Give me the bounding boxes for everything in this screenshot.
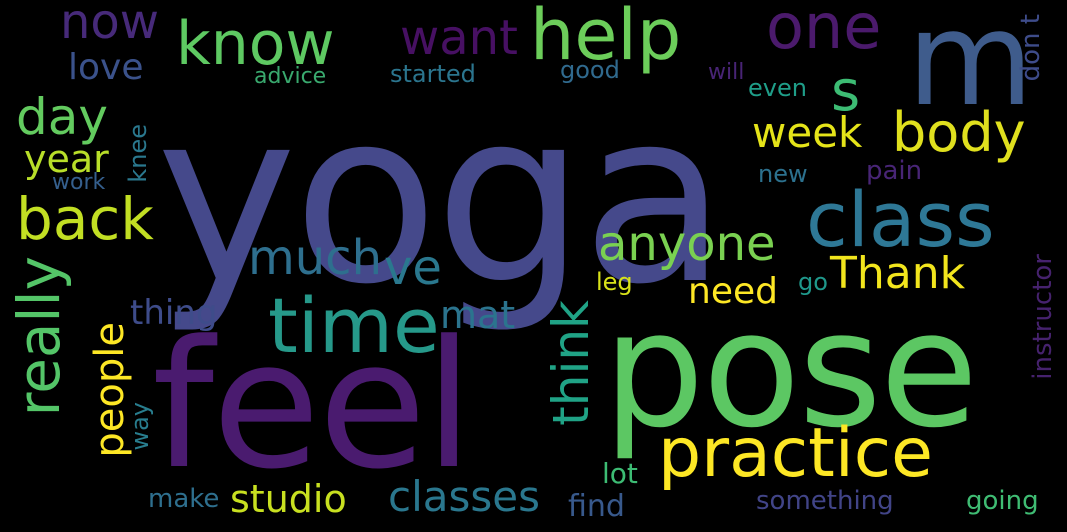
word-need: need	[688, 271, 778, 312]
word-knee: knee	[124, 124, 152, 183]
word-pain: pain	[866, 156, 923, 186]
word-new: new	[758, 160, 808, 188]
word-thank: Thank	[830, 248, 966, 299]
word-year: year	[24, 137, 109, 181]
word-class: class	[806, 175, 995, 264]
word-really: really	[5, 256, 73, 417]
word-now: now	[60, 0, 160, 50]
word-time: time	[268, 281, 440, 370]
word-help: help	[530, 0, 682, 76]
word-mat: mat	[440, 293, 516, 337]
word-going: going	[966, 486, 1039, 516]
word-know: know	[176, 9, 335, 79]
word-work: work	[52, 170, 106, 195]
word-lot: lot	[602, 457, 638, 490]
word-feel: feel	[152, 303, 473, 508]
word-m: m	[907, 0, 1034, 135]
word-ve: ve	[384, 240, 442, 296]
word-body: body	[892, 101, 1026, 164]
word-much: much	[248, 230, 382, 286]
word-thing: thing	[130, 293, 218, 333]
word-something: something	[756, 486, 894, 516]
word-leg: leg	[596, 268, 633, 296]
word-one: one	[766, 0, 882, 63]
word-dont: don t	[1016, 14, 1046, 82]
word-yoga: yoga	[156, 60, 727, 337]
word-think: think	[542, 300, 600, 426]
word-advice: advice	[254, 64, 327, 89]
word-classes: classes	[388, 472, 540, 521]
word-studio: studio	[230, 477, 347, 521]
word-go: go	[798, 268, 828, 296]
word-instructor: instructor	[1028, 254, 1058, 380]
word-good: good	[560, 56, 620, 84]
word-even: even	[748, 74, 807, 102]
word-back: back	[16, 185, 154, 253]
word-people: people	[87, 322, 133, 458]
word-make: make	[148, 484, 220, 514]
word-way: way	[126, 402, 154, 451]
word-practice: practice	[658, 414, 933, 493]
word-love: love	[68, 47, 144, 88]
word-day: day	[16, 88, 108, 146]
word-week: week	[752, 108, 863, 157]
word-will: will	[708, 60, 745, 85]
word-pose: pose	[603, 276, 978, 463]
word-find: find	[568, 489, 625, 524]
word-want: want	[400, 10, 518, 66]
word-anyone: anyone	[598, 216, 776, 272]
word-s: s	[831, 59, 861, 124]
word-started: started	[390, 60, 476, 88]
